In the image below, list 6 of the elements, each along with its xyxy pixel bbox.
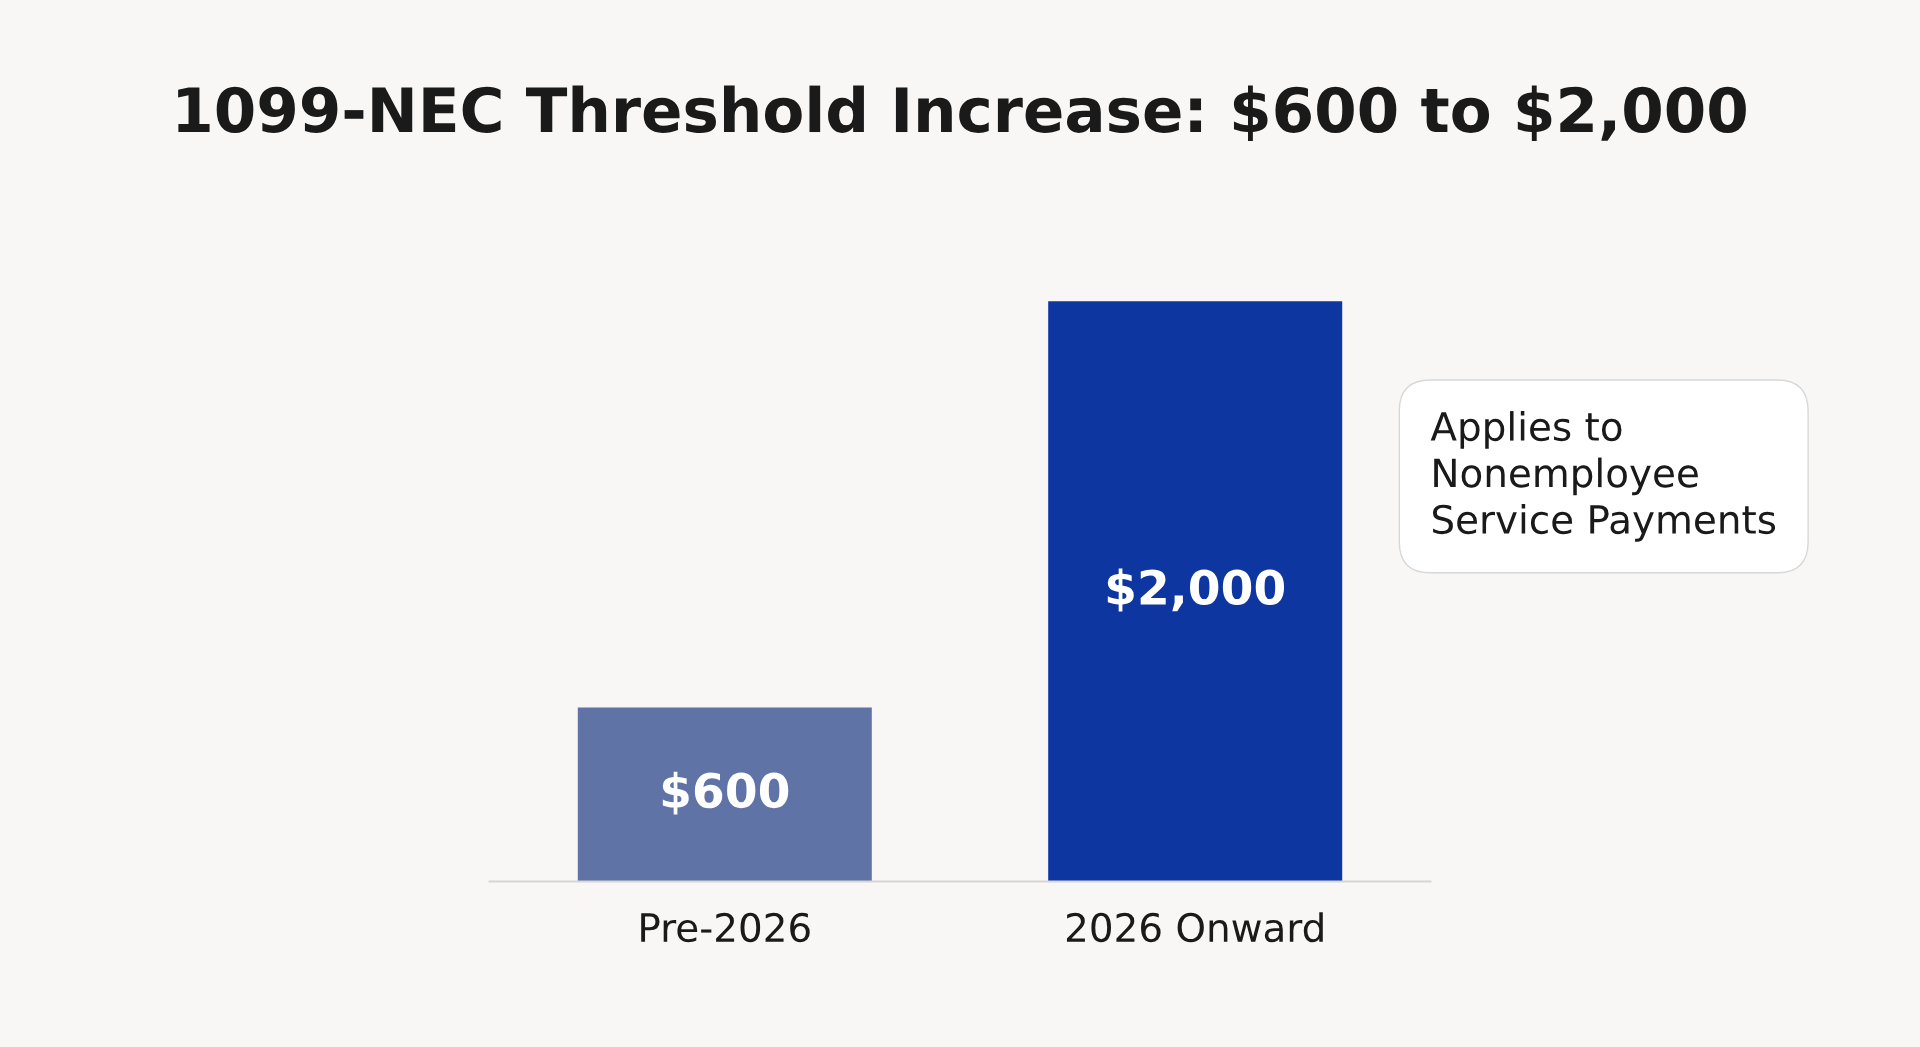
x-tick-label: Pre-2026 xyxy=(641,912,810,943)
text: Applies to Nonemployee Service Payments xyxy=(1430,411,1776,542)
data-label: $2,000 xyxy=(1107,568,1285,612)
data-label: $600 xyxy=(662,771,789,815)
chart-title: 1099-NEC Threshold Increase: $600 to $2,000 xyxy=(178,85,1746,142)
x-tick-label: 2026 Onward xyxy=(1066,912,1323,943)
